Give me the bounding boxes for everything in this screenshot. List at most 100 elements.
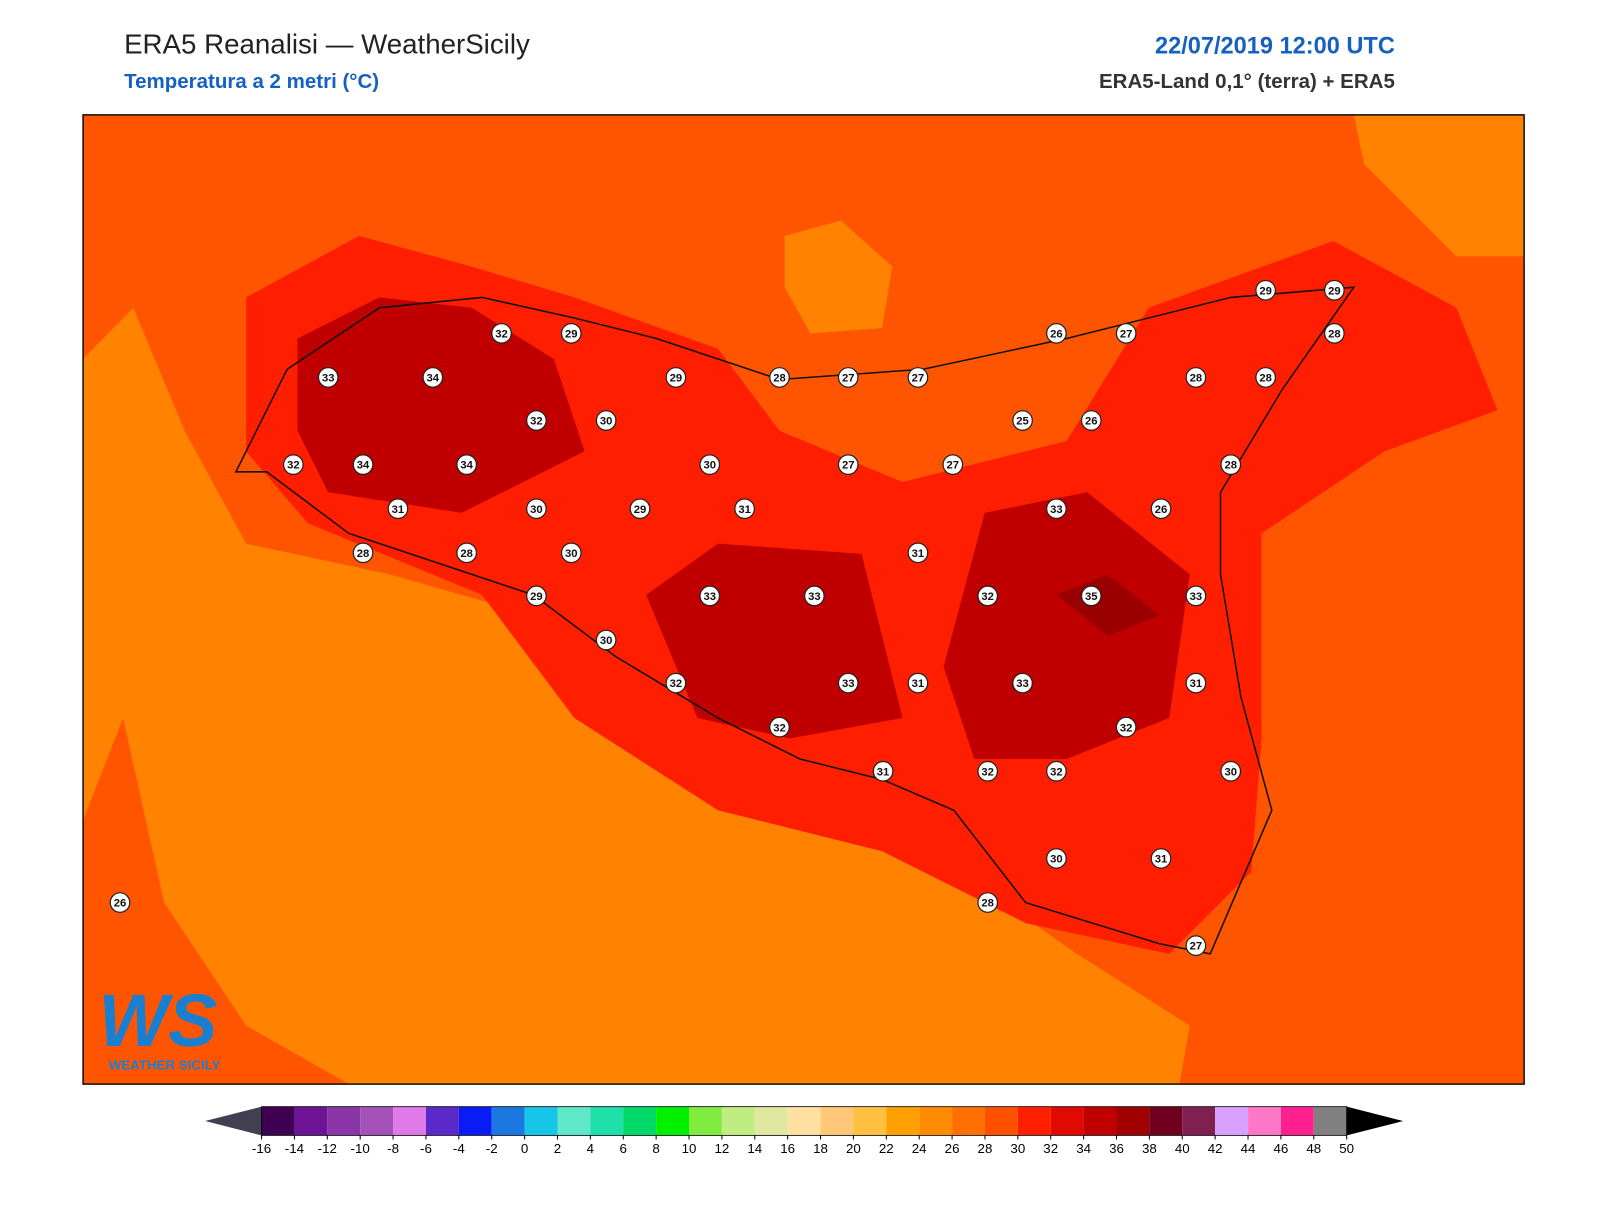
station-value: 28: [773, 373, 786, 385]
colorbar-swatch: [952, 1106, 985, 1136]
colorbar-swatch: [721, 1106, 755, 1136]
station-marker: [422, 367, 444, 388]
station-value: 33: [1190, 591, 1203, 603]
station-value: 33: [842, 678, 855, 690]
colorbar-tick-label: 46: [1273, 1141, 1288, 1156]
colorbar-swatch: [393, 1106, 426, 1136]
station-marker: [1012, 672, 1033, 694]
coastline: [234, 286, 1356, 955]
station-marker: [942, 454, 964, 475]
colorbar-tick-label: 32: [1043, 1141, 1058, 1156]
station-value: 28: [357, 548, 370, 560]
colorbar-swatch: [261, 1106, 295, 1136]
colorbar-tick-label: -6: [420, 1141, 432, 1156]
colorbar-tick-label: 30: [1010, 1141, 1025, 1156]
station-value: 32: [981, 766, 994, 778]
station-value: 29: [565, 328, 578, 340]
hottest: [1056, 574, 1159, 636]
station-marker: [317, 367, 339, 388]
station-value: 31: [1190, 678, 1203, 690]
station-value: 28: [460, 548, 473, 560]
station-labels: 32 29 33 34 29 28 27 27 26 27 29 29 28 28 28 32 30 25 26 32…: [109, 279, 1345, 956]
colorbar-tick-label: -14: [285, 1141, 305, 1156]
station-marker: [282, 454, 304, 475]
station-value: 28: [981, 898, 994, 910]
station-marker: [1185, 672, 1207, 694]
station-value: 27: [947, 460, 960, 472]
station-marker: [837, 367, 859, 388]
station-value: 26: [1050, 328, 1063, 340]
station-value: 28: [1259, 373, 1272, 385]
station-value: 32: [1120, 722, 1133, 734]
station-value: 29: [670, 373, 683, 385]
station-marker: [769, 716, 790, 738]
colorbar-tick-label: 28: [978, 1141, 993, 1156]
colorbar-tick-label: -12: [318, 1141, 337, 1156]
station-marker: [491, 322, 512, 344]
colorbar-swatch: [919, 1106, 953, 1136]
colorbar-tick-label: 24: [912, 1141, 927, 1156]
colorbar-swatch: [1182, 1106, 1216, 1136]
station-marker: [907, 367, 929, 388]
colorbar-tick-label: -2: [486, 1141, 498, 1156]
colorbar-tick-label: 4: [587, 1141, 595, 1156]
station-value: 30: [565, 548, 578, 560]
colorbar-tick-label: 26: [945, 1141, 960, 1156]
station-value: 31: [877, 766, 890, 778]
colorbar-swatch: [787, 1106, 821, 1136]
station-value: 32: [495, 328, 508, 340]
logo-name: WEATHER SICILY: [109, 1058, 221, 1073]
colorbar-frame: [261, 1106, 1348, 1136]
station-value: 28: [1190, 373, 1203, 385]
station-marker: [872, 760, 894, 782]
station-value: 30: [1050, 854, 1063, 866]
map-frame: [82, 114, 1525, 1085]
station-marker: [560, 322, 582, 344]
station-value: 27: [912, 373, 925, 385]
station-value: 33: [1050, 504, 1063, 516]
colorbar-swatch: [1149, 1106, 1183, 1136]
station-value: 31: [1155, 854, 1168, 866]
station-marker: [1220, 760, 1242, 782]
station-marker: [1046, 322, 1067, 344]
station-marker: [1220, 454, 1242, 475]
colorbar-tick-label: 14: [747, 1141, 762, 1156]
station-value: 27: [842, 460, 855, 472]
station-marker: [1255, 279, 1276, 301]
station-value: 31: [392, 504, 405, 516]
station-marker: [977, 760, 999, 782]
colorbar-swatch: [820, 1106, 854, 1136]
subtitle: Temperatura a 2 metri (°C): [124, 70, 379, 93]
station-marker: [109, 892, 131, 913]
station-marker: [837, 672, 859, 694]
colorbar-tick-label: 16: [780, 1141, 795, 1156]
station-value: 32: [773, 722, 786, 734]
colorbar-swatch: [623, 1106, 657, 1136]
colorbar-tick-label: 6: [620, 1141, 627, 1156]
station-marker: [665, 367, 687, 388]
station-value: 29: [634, 504, 647, 516]
colorbar-swatch: [1215, 1106, 1249, 1136]
station-marker: [1255, 367, 1276, 388]
colorbar: -16 -14 -12 -10 -8 -6 -4 -2 0 2 4 6 8 10 12 14 16 18 20 22 2…: [205, 1106, 1404, 1156]
station-value: 27: [1190, 941, 1203, 953]
colorbar-tick-label: 48: [1306, 1141, 1321, 1156]
station-marker: [977, 585, 999, 607]
station-value: 34: [427, 373, 440, 385]
station-marker: [1323, 279, 1345, 301]
station-marker: [595, 410, 617, 431]
colorbar-swatch: [1083, 1106, 1117, 1136]
station-value: 35: [1085, 591, 1098, 603]
station-marker: [1012, 410, 1033, 431]
colorbar-tick-label: -16: [252, 1141, 271, 1156]
colorbar-tick-label: -10: [351, 1141, 370, 1156]
station-value: 31: [738, 504, 751, 516]
station-marker: [803, 585, 825, 607]
station-value: 30: [600, 635, 613, 647]
station-marker: [560, 542, 582, 564]
map-area: WS WEATHER SICILY: [82, 114, 1525, 1085]
station-value: 32: [1050, 766, 1063, 778]
station-value: 28: [1328, 328, 1341, 340]
colorbar-swatch: [1280, 1106, 1314, 1136]
datetime: 22/07/2019 12:00 UTC: [1155, 32, 1395, 58]
